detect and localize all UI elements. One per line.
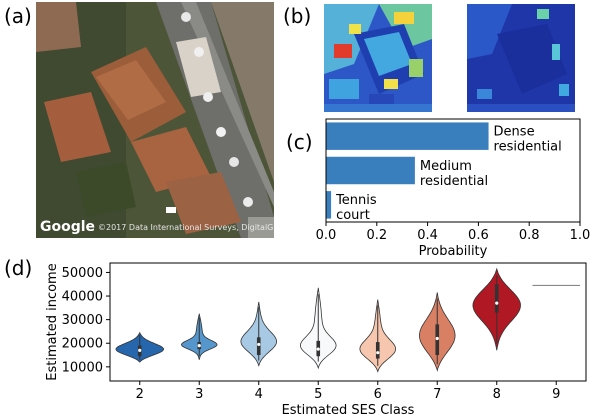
violin-median — [376, 351, 380, 355]
violin-median — [316, 347, 320, 351]
violin-ytick-label: 50000 — [62, 266, 103, 281]
bar-chart-frame — [325, 118, 581, 223]
imagery-credit: ©2017 Data International Surveys, Digita… — [98, 223, 274, 232]
bar-label-line: Dense — [494, 124, 535, 139]
violin-median — [495, 301, 499, 305]
violin-xtick-label: 3 — [195, 387, 203, 402]
bar-xtick-label: 0.2 — [366, 228, 387, 243]
violin-xtick-label: 4 — [255, 387, 263, 402]
aerial-image: Google ©2017 Data International Surveys,… — [36, 2, 274, 238]
panel-label-b: (b) — [283, 4, 312, 28]
panel-label-d: (d) — [4, 256, 33, 280]
violin-ytick-label: 30000 — [62, 313, 103, 328]
activation-map-2 — [467, 4, 575, 112]
violin-xtick-label: 5 — [314, 387, 322, 402]
bar-xtick-label: 0.6 — [468, 228, 489, 243]
violin-xtick-label: 9 — [552, 387, 560, 402]
bar-tennis-court — [326, 191, 332, 219]
bar-label-line: residential — [420, 174, 488, 189]
bar-xtick-label: 0.4 — [417, 228, 438, 243]
bar-label-line: court — [336, 208, 370, 223]
activation-map-2-graphic — [467, 4, 575, 112]
violin-xtick-label: 7 — [433, 387, 441, 402]
bar-xtick-label: 0.0 — [316, 228, 337, 243]
violin-median — [138, 348, 142, 352]
violin-xtick-label: 8 — [493, 387, 501, 402]
bar-xtick-label: 1.0 — [570, 228, 591, 243]
violin-chart-frame — [109, 262, 587, 382]
panel-label-c: (c) — [286, 130, 313, 154]
violin-xtick-label: 6 — [374, 387, 382, 402]
bar-label-line: residential — [494, 139, 562, 154]
violin-iqr-box — [494, 284, 499, 313]
violin-ytick-label: 10000 — [62, 360, 103, 375]
google-attribution: Google — [40, 219, 96, 235]
violin-iqr-box — [375, 342, 380, 359]
bar-chart-xlabel: Probability — [419, 244, 488, 259]
aerial-image-graphic — [36, 2, 274, 238]
violin-median — [257, 342, 261, 347]
activation-map-1 — [324, 4, 432, 112]
activation-map-1-graphic — [324, 4, 432, 112]
violin-chart-ylabel: Estimated income — [45, 263, 60, 380]
panel-label-a: (a) — [4, 4, 32, 28]
violin-chart-xlabel: Estimated SES Class — [282, 403, 415, 416]
violin-ytick-label: 40000 — [62, 290, 103, 305]
violin-xtick-label: 2 — [136, 387, 144, 402]
bar-label-line: Tennis — [335, 193, 377, 208]
bar-label-line: Medium — [420, 159, 472, 174]
bar-medium-residential — [326, 156, 415, 185]
bar-xtick-label: 0.8 — [519, 228, 540, 243]
violin-iqr-box — [256, 337, 261, 356]
bar-dense-residential — [326, 122, 489, 150]
violin-median — [435, 336, 439, 341]
violin-median — [197, 344, 201, 348]
violin-ytick-label: 20000 — [62, 337, 103, 352]
